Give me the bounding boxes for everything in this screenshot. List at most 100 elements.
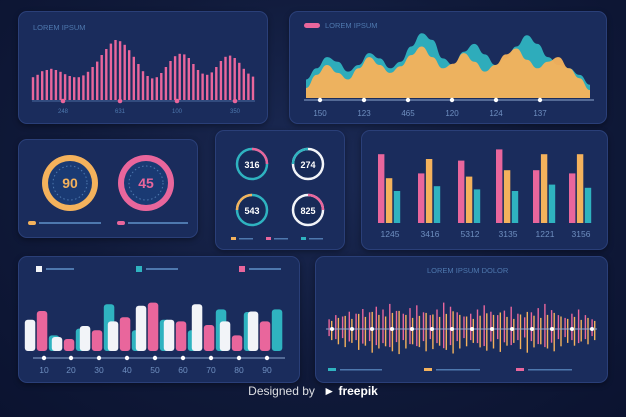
wave-bar — [251, 76, 255, 100]
wave-bar — [242, 68, 245, 100]
wave-bar — [519, 314, 522, 350]
tick-dot — [570, 327, 574, 331]
wave-bar — [59, 71, 62, 100]
gauge-orange: 90 — [42, 155, 98, 211]
wave-bar — [526, 311, 528, 353]
tick-dot — [208, 355, 214, 361]
tick-label: 120 — [445, 109, 459, 118]
category-label: 90 — [262, 365, 272, 375]
wave-bar — [537, 308, 539, 345]
bar — [473, 189, 481, 223]
category-label: 3416 — [421, 229, 440, 239]
bar — [259, 321, 271, 351]
wave-bar — [490, 311, 492, 342]
wave-bar — [452, 311, 454, 354]
wave-bar — [411, 317, 414, 345]
wave-bar — [328, 319, 330, 337]
wave-bar — [587, 317, 589, 345]
category-label: 30 — [94, 365, 104, 375]
tick-label: 465 — [401, 109, 415, 118]
tick-dot — [124, 355, 130, 361]
bar — [135, 305, 147, 351]
wave-bar — [368, 312, 371, 342]
tick-dot — [390, 327, 394, 331]
wave-bar — [63, 74, 67, 100]
footer-lead-text: Designed by — [248, 384, 315, 398]
wave-bar — [546, 314, 549, 349]
ring-316: 316 — [235, 147, 269, 181]
wave-bar — [337, 317, 340, 345]
gauge-pink: 45 — [118, 155, 174, 211]
legend-swatch — [304, 23, 320, 28]
tick-label: 123 — [357, 109, 371, 118]
tick-dot — [470, 327, 474, 331]
waveform-chart: LOREM IPSUM 248 631 100 350 — [31, 23, 255, 115]
grouped-bar-panel: 1245 3416 5312 3135 1221 3156 — [361, 130, 608, 250]
waveform-panel: LOREM IPSUM 248 631 100 350 — [18, 11, 268, 124]
wave-bar — [476, 309, 479, 344]
wave-bar — [472, 318, 474, 343]
wave-bar — [228, 55, 232, 100]
tick-dot — [410, 327, 414, 331]
wave-bar — [418, 315, 421, 348]
tick-dot — [350, 327, 354, 331]
tick-dot — [41, 355, 47, 361]
bar — [540, 154, 548, 223]
wave-legend — [328, 368, 572, 371]
tick-dot — [317, 97, 323, 103]
wave-bar — [146, 76, 149, 100]
wave-bar — [479, 315, 481, 348]
wave-bar — [432, 314, 434, 350]
ring-legend — [231, 237, 323, 240]
wave-bar — [371, 311, 373, 353]
wave-bar — [36, 74, 39, 100]
wave-bar — [517, 313, 519, 341]
wave-bar — [463, 316, 465, 339]
bar — [219, 321, 231, 351]
wave-bar — [465, 316, 468, 347]
tick-label: 150 — [313, 109, 327, 118]
tick-dot — [490, 327, 494, 331]
wave-bar — [580, 319, 582, 342]
wave-bar — [530, 312, 533, 342]
wave-bar — [155, 77, 158, 100]
wave-bar — [497, 315, 499, 340]
panel-title: LOREM IPSUM DOLOR — [427, 266, 509, 275]
wave-bar — [196, 70, 200, 100]
wave-bar — [160, 73, 163, 100]
tick-label: 248 — [58, 109, 69, 115]
bar — [203, 325, 215, 351]
wave-bar — [425, 312, 427, 352]
category-label: 70 — [206, 365, 216, 375]
tick-dot — [96, 355, 102, 361]
tick-dot — [361, 97, 367, 103]
bar — [107, 321, 119, 351]
wave-bar — [567, 318, 569, 343]
wave-bar — [438, 316, 441, 346]
wave-bar — [459, 314, 461, 349]
wave-bar — [169, 61, 172, 100]
ring-274: 274 — [291, 147, 325, 181]
category-label: 40 — [122, 365, 132, 375]
wave-bar — [533, 315, 535, 348]
wave-bar — [564, 317, 566, 338]
gauge-chart: 90 45 — [28, 155, 188, 225]
wave-bar — [247, 73, 250, 100]
wave-bar — [395, 310, 398, 343]
wave-bar — [86, 71, 90, 100]
bar-panel: 10 20 30 40 50 60 70 80 90 — [18, 256, 300, 383]
ring-value: 316 — [244, 160, 259, 170]
category-label: 80 — [234, 365, 244, 375]
bar — [378, 154, 385, 223]
wave-bar — [187, 58, 190, 100]
wave-bar — [100, 55, 103, 100]
ring-value: 543 — [244, 206, 259, 216]
wave-bar — [77, 77, 80, 100]
wave-bar — [215, 67, 218, 100]
wave-bar — [114, 40, 117, 100]
bar — [231, 335, 243, 351]
category-label: 10 — [39, 365, 49, 375]
wave-bar — [344, 315, 346, 348]
bar — [548, 184, 556, 223]
bar-legend — [36, 266, 281, 272]
